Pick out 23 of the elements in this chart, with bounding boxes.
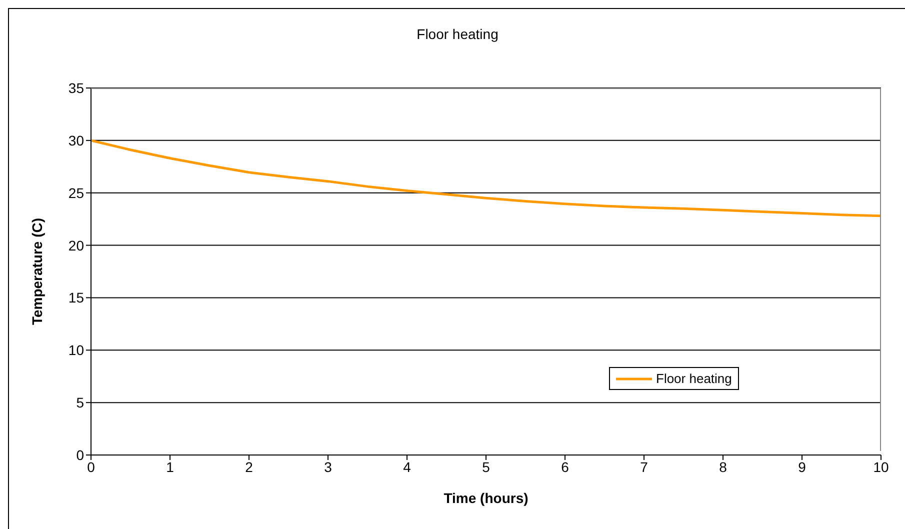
- chart-title: Floor heating: [416, 26, 500, 42]
- x-tick-label: 5: [482, 458, 490, 475]
- x-tick-label: 3: [324, 458, 332, 475]
- x-tick-label: 2: [245, 458, 254, 475]
- y-tick-label: 0: [76, 446, 84, 463]
- y-tick-label: 35: [68, 80, 84, 96]
- y-tick-label: 25: [68, 184, 84, 201]
- x-axis-title: Time (hours): [444, 490, 528, 506]
- y-axis-title: Temperature (C): [28, 218, 45, 326]
- y-tick-label: 20: [68, 237, 84, 254]
- x-tick-label: 9: [798, 458, 806, 475]
- y-tick-label: 5: [76, 394, 84, 411]
- x-tick-label: 8: [719, 458, 728, 475]
- y-tick-label: 15: [68, 290, 84, 306]
- y-tick-label: 30: [68, 132, 84, 148]
- x-tick-label: 0: [87, 458, 96, 475]
- legend-label: Floor heating: [656, 371, 732, 386]
- x-tick-label: 10: [873, 458, 889, 475]
- y-tick-label: 10: [68, 342, 84, 358]
- x-tick-label: 1: [166, 458, 174, 475]
- x-tick-label: 6: [561, 458, 570, 475]
- x-tick-label: 4: [403, 458, 412, 475]
- x-tick-label: 7: [640, 458, 648, 475]
